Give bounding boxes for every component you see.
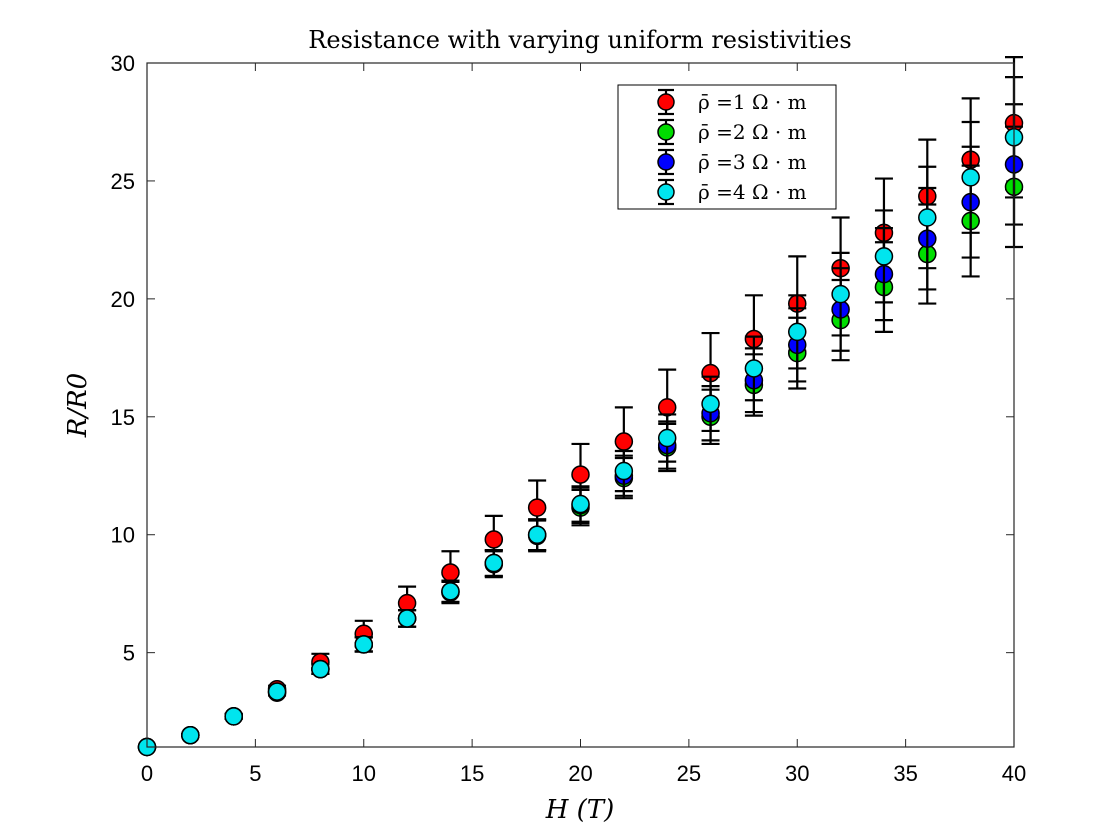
y-tick-label: 5 — [123, 641, 135, 666]
plot-frame — [146, 62, 1015, 748]
data-point — [788, 322, 807, 342]
data-point — [441, 563, 460, 582]
legend-label: ρ̄ =1 Ω · m — [698, 90, 807, 114]
data-point — [961, 168, 980, 187]
data-point — [614, 461, 634, 481]
x-tick-label: 5 — [249, 761, 261, 786]
data-point — [571, 494, 590, 514]
data-point — [441, 582, 460, 601]
x-tick-label: 35 — [893, 761, 917, 786]
data-point — [181, 725, 200, 745]
data-point — [311, 659, 330, 679]
tick-marks — [146, 62, 1015, 747]
data-point — [527, 498, 547, 517]
x-tick-label: 30 — [785, 761, 809, 786]
legend-marker — [657, 93, 675, 111]
plot-area — [147, 63, 1014, 747]
y-tick-labels: 5 10 15 20 25 30 — [111, 51, 135, 666]
data-point — [267, 682, 287, 701]
data-point — [744, 359, 764, 378]
data-point — [657, 398, 677, 417]
legend-box — [617, 84, 837, 210]
x-tick-label: 20 — [568, 761, 592, 786]
data-point — [397, 593, 417, 613]
series-4 — [137, 76, 1024, 757]
data-point — [527, 525, 547, 544]
y-tick-label: 15 — [111, 405, 135, 430]
legend-label: ρ̄ =3 Ω · m — [698, 150, 807, 174]
data-point — [918, 208, 937, 227]
data-point — [354, 635, 373, 654]
data-point — [484, 553, 504, 573]
data-point — [831, 284, 850, 304]
legend-label: ρ̄ =2 Ω · m — [698, 120, 807, 144]
data-point — [657, 428, 677, 448]
x-tick-label: 25 — [677, 761, 701, 786]
y-tick-label: 10 — [111, 523, 135, 548]
x-tick-label: 15 — [460, 761, 484, 786]
legend-marker — [657, 183, 675, 201]
x-tick-label: 0 — [141, 761, 153, 786]
legend-marker — [657, 153, 675, 171]
data-point — [701, 394, 720, 414]
legend-label: ρ̄ =4 Ω · m — [698, 180, 807, 204]
data-point — [397, 609, 417, 628]
legend: ρ̄ =1 Ω · m ρ̄ =2 Ω · m ρ̄ =3 Ω · m ρ̄ =4 Ω… — [617, 84, 837, 210]
data-point — [224, 707, 243, 726]
legend-marker — [657, 123, 675, 141]
series-layer — [137, 56, 1024, 757]
data-point — [614, 432, 634, 451]
x-tick-label: 10 — [352, 761, 376, 786]
y-axis-label: R/R0 — [63, 373, 93, 438]
chart-title: Resistance with varying uniform resistiv… — [308, 26, 851, 54]
x-axis-label: H (T) — [545, 795, 615, 825]
y-tick-label: 30 — [111, 51, 135, 76]
x-tick-label: 40 — [1002, 761, 1026, 786]
data-point — [484, 530, 504, 549]
x-tick-labels: 0 5 10 15 20 25 30 35 40 — [141, 761, 1026, 786]
data-point — [874, 247, 894, 266]
data-point — [571, 465, 590, 484]
y-tick-label: 25 — [111, 169, 135, 194]
y-tick-label: 20 — [111, 287, 135, 312]
